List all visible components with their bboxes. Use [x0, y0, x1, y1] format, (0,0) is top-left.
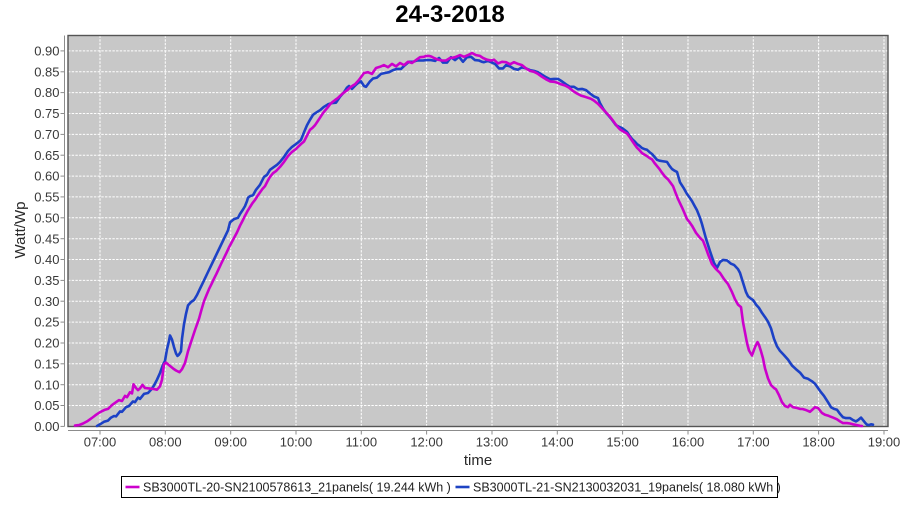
svg-text:0.20: 0.20: [34, 336, 59, 351]
svg-text:14:00: 14:00: [541, 435, 574, 450]
svg-text:SB3000TL-20-SN2100578613_21pan: SB3000TL-20-SN2100578613_21panels( 19.24…: [143, 481, 451, 495]
svg-text:time: time: [464, 452, 492, 469]
svg-text:24-3-2018: 24-3-2018: [395, 1, 504, 28]
svg-text:07:00: 07:00: [84, 435, 117, 450]
svg-text:11:00: 11:00: [346, 435, 378, 450]
svg-text:SB3000TL-21-SN2130032031_19pan: SB3000TL-21-SN2130032031_19panels( 18.08…: [473, 481, 781, 495]
svg-text:0.80: 0.80: [34, 85, 59, 100]
svg-text:0.05: 0.05: [34, 398, 59, 413]
svg-text:0.85: 0.85: [34, 64, 59, 79]
svg-text:10:00: 10:00: [280, 435, 313, 450]
svg-text:0.30: 0.30: [34, 294, 59, 309]
svg-text:0.75: 0.75: [34, 106, 59, 121]
svg-text:13:00: 13:00: [476, 435, 509, 450]
svg-text:0.25: 0.25: [34, 315, 59, 330]
svg-text:0.65: 0.65: [34, 148, 59, 163]
svg-text:0.55: 0.55: [34, 190, 59, 205]
svg-text:15:00: 15:00: [606, 435, 639, 450]
svg-text:08:00: 08:00: [149, 435, 182, 450]
svg-text:0.60: 0.60: [34, 169, 59, 184]
svg-text:18:00: 18:00: [802, 435, 835, 450]
svg-text:0.70: 0.70: [34, 127, 59, 142]
svg-text:Watt/Wp: Watt/Wp: [12, 202, 29, 259]
svg-text:16:00: 16:00: [672, 435, 705, 450]
svg-text:19:00: 19:00: [868, 435, 900, 450]
svg-text:0.50: 0.50: [34, 210, 59, 225]
svg-text:0.45: 0.45: [34, 231, 59, 246]
svg-text:17:00: 17:00: [737, 435, 770, 450]
svg-text:09:00: 09:00: [214, 435, 247, 450]
svg-text:12:00: 12:00: [410, 435, 443, 450]
svg-text:0.35: 0.35: [34, 273, 59, 288]
svg-text:0.40: 0.40: [34, 252, 59, 267]
svg-text:0.15: 0.15: [34, 356, 59, 371]
svg-text:0.90: 0.90: [34, 44, 59, 59]
svg-text:0.00: 0.00: [34, 419, 59, 434]
svg-text:0.10: 0.10: [34, 377, 59, 392]
